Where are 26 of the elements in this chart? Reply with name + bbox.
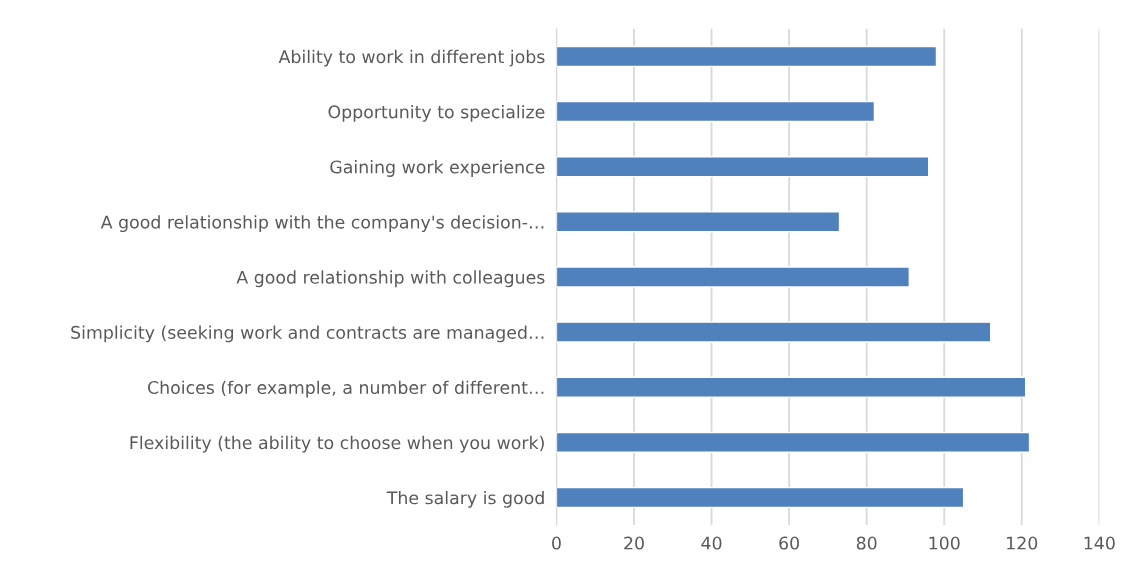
y-tick-label: A good relationship with the company's decision-… xyxy=(100,215,544,233)
bar xyxy=(556,100,876,123)
bar xyxy=(556,211,841,233)
x-tick-label: 140 xyxy=(1084,536,1115,550)
y-tick-label: Ability to work in different jobs xyxy=(278,49,545,67)
y-tick-label: A good relationship with colleagues xyxy=(236,270,545,288)
x-tick-label: 20 xyxy=(624,536,644,550)
bar xyxy=(556,45,938,68)
bar xyxy=(556,431,1031,453)
y-tick-label: Choices (for example, a number of different… xyxy=(147,380,544,398)
x-tick-label: 40 xyxy=(701,536,722,550)
y-tick-label: Flexibility (the ability to choose when you work) xyxy=(130,435,544,453)
bar xyxy=(556,486,965,509)
bar xyxy=(556,266,911,288)
bar xyxy=(556,156,930,178)
x-tick-label: 120 xyxy=(1007,536,1038,550)
x-tick-label: 80 xyxy=(856,536,877,550)
x-tick-label: 0 xyxy=(552,536,561,550)
y-tick-label: The salary is good xyxy=(386,490,544,508)
y-tick-label: Gaining work experience xyxy=(330,160,545,177)
x-tick-label: 60 xyxy=(779,536,800,550)
bar xyxy=(556,376,1027,398)
x-tick-label: 100 xyxy=(929,536,960,550)
y-tick-label: Simplicity (seeking work and contracts are managed… xyxy=(71,325,544,343)
bar xyxy=(556,321,992,343)
y-tick-label: Opportunity to specialize xyxy=(328,104,545,122)
